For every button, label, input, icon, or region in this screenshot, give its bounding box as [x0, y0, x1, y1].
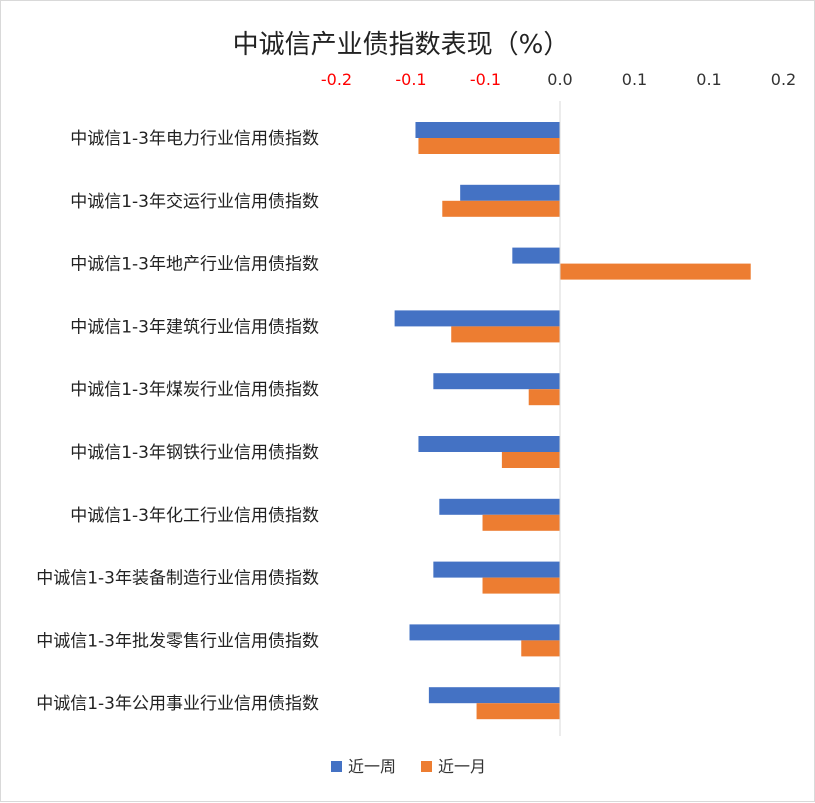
bar-month — [451, 326, 560, 343]
legend-swatch — [421, 761, 432, 772]
bar-month — [418, 138, 560, 154]
bar-week — [394, 310, 560, 327]
legend-swatch — [331, 761, 342, 772]
x-tick-label: 0.0 — [547, 70, 572, 89]
bar-week — [428, 687, 560, 704]
x-tick-label: -0.2 — [321, 70, 352, 89]
bar-month — [476, 703, 560, 720]
category-label: 中诚信1-3年电力行业信用债指数 — [70, 129, 319, 149]
bar-month — [482, 514, 560, 531]
category-label: 中诚信1-3年装备制造行业信用债指数 — [36, 569, 319, 589]
bar-month — [560, 263, 751, 280]
chart-title: 中诚信产业债指数表现（%） — [233, 30, 570, 60]
x-tick-label: -0.1 — [470, 70, 501, 89]
category-label: 中诚信1-3年批发零售行业信用债指数 — [36, 631, 319, 651]
category-label: 中诚信1-3年煤炭行业信用债指数 — [70, 380, 319, 400]
legend-label: 近一月 — [438, 757, 486, 776]
x-tick-label: 0.1 — [622, 70, 647, 89]
bar-week — [433, 373, 560, 390]
legend: 近一周 近一月 — [331, 757, 486, 776]
bar-week — [409, 624, 560, 641]
bar-week — [439, 498, 560, 515]
x-tick-label: 0.2 — [771, 70, 796, 89]
legend-label: 近一周 — [348, 757, 396, 776]
bar-week — [460, 184, 560, 201]
category-label: 中诚信1-3年化工行业信用债指数 — [70, 506, 319, 526]
x-tick-label: 0.1 — [696, 70, 721, 89]
category-label: 中诚信1-3年交运行业信用债指数 — [70, 192, 319, 212]
bar-month — [528, 389, 560, 406]
category-label: 中诚信1-3年建筑行业信用债指数 — [70, 317, 319, 337]
bar-month — [521, 640, 560, 657]
bar-month — [482, 577, 560, 594]
bar-series — [394, 122, 751, 720]
bar-week — [433, 561, 560, 578]
bar-week — [512, 247, 560, 264]
bar-week — [418, 436, 560, 452]
bar-month — [501, 452, 560, 468]
category-label: 中诚信1-3年公用事业行业信用债指数 — [36, 694, 319, 714]
bar-month — [442, 200, 560, 217]
category-label: 中诚信1-3年钢铁行业信用债指数 — [70, 443, 319, 463]
category-labels: 中诚信1-3年电力行业信用债指数中诚信1-3年交运行业信用债指数中诚信1-3年地… — [36, 129, 319, 714]
category-label: 中诚信1-3年地产行业信用债指数 — [70, 255, 319, 275]
x-tick-label: -0.1 — [395, 70, 426, 89]
x-axis-ticks: -0.2 -0.1 -0.1 0.0 0.1 0.1 0.2 — [321, 70, 796, 89]
bar-week — [415, 122, 560, 138]
